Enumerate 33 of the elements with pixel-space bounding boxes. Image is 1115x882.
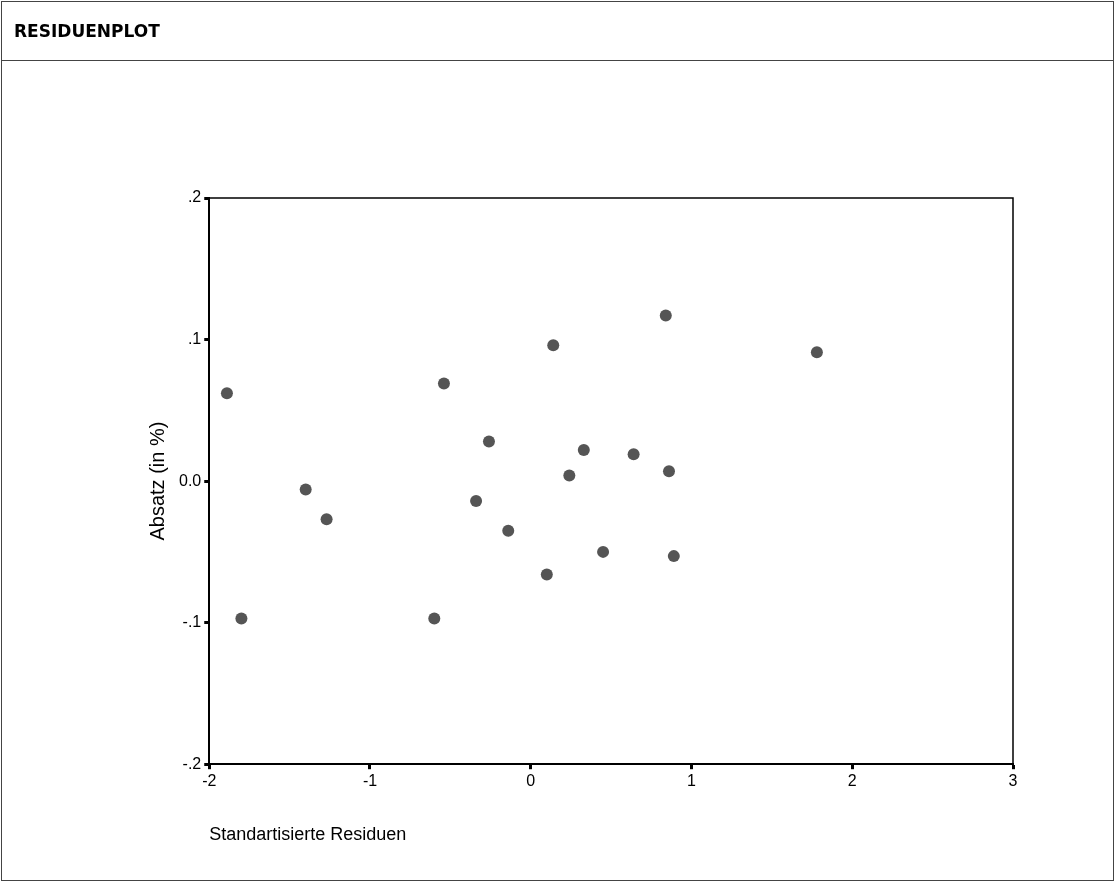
y-tick-label: -.1: [182, 613, 202, 631]
point: [540, 568, 553, 581]
point: [547, 339, 560, 352]
point: [662, 465, 675, 478]
point: [563, 469, 576, 482]
point: [597, 545, 610, 558]
x-axis-title: Standartisierte Residuen: [209, 824, 407, 845]
x-tick-label: 2: [847, 772, 857, 790]
point: [482, 435, 495, 448]
x-tick-label: -2: [202, 772, 217, 790]
point: [437, 377, 450, 390]
y-tick-label: 0.0: [178, 471, 202, 489]
chart-title: RESIDUENPLOT: [2, 2, 1113, 61]
point: [299, 483, 312, 496]
point: [577, 443, 590, 456]
point: [810, 346, 823, 359]
point: [667, 550, 680, 563]
y-tick-label: -.2: [182, 754, 202, 772]
x-tick-label: 3: [1008, 772, 1018, 790]
y-tick-label: .2: [187, 188, 202, 206]
x-tick-label: -1: [362, 772, 378, 790]
point: [428, 612, 441, 625]
y-axis-title: Absatz (in %): [145, 421, 168, 541]
point: [627, 448, 640, 461]
point: [220, 387, 233, 400]
point: [659, 309, 672, 322]
point: [235, 612, 248, 625]
y-tick-label: .1: [187, 329, 202, 347]
point: [320, 513, 333, 526]
x-tick-label: 1: [687, 772, 697, 790]
point: [502, 524, 515, 537]
point: [470, 494, 483, 507]
x-tick-label: 0: [526, 772, 536, 790]
